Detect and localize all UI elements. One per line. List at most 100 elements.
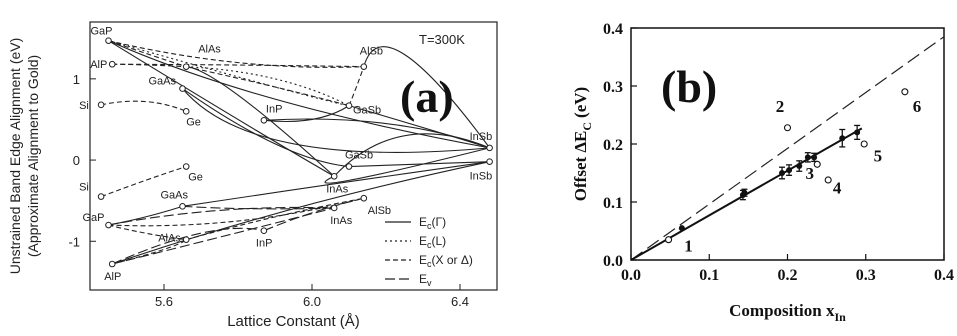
panel-a-point-label-7: Si (79, 100, 89, 112)
panel-a-point-label-1: AlAs (198, 44, 221, 56)
panel-a-point-marker-3 (360, 63, 368, 70)
panel-a-point-label-21: AlP (104, 271, 121, 283)
panel-a-point-marker-0 (105, 37, 112, 44)
panel-a-curve-longdash-29 (108, 206, 335, 226)
panel-b-y-axis-label-subscript: C (580, 122, 594, 131)
panel-a-point-marker-12 (182, 163, 190, 170)
panel-a-curve-shortdash-22 (100, 166, 187, 198)
panel-a-curves (100, 40, 491, 265)
panel-a-point-label-13: Si (79, 182, 89, 194)
panel-b-x-tick-label-1: 0.1 (699, 267, 719, 284)
panel-a-point-label-2: AlP (90, 59, 107, 71)
panel-a-y-tick-label-2: 1 (73, 72, 80, 87)
panel-a-curve-solid-7 (324, 147, 490, 184)
panel-a-point-marker-14 (486, 158, 493, 165)
panel-a-curve-shortdash-24 (186, 197, 364, 241)
panel-a-point-marker-6 (345, 102, 353, 109)
panel-a-point-label-6: GaSb (353, 105, 381, 117)
panel-a-legend-label-3: Ev (419, 272, 432, 288)
panel-b-x-tick-label-0: 0.0 (621, 267, 641, 284)
panel-a-point-marker-11 (345, 163, 353, 170)
panel-b-y-tick-label-0: 0.0 (603, 253, 623, 270)
panel-b-filled-point-0 (678, 225, 685, 232)
panel-b-open-point-4 (860, 140, 868, 148)
panel-b-number-label-0: 1 (684, 236, 693, 255)
panel-b-x-tick-label-4: 0.4 (934, 267, 954, 284)
panel-b-filled-point-4 (786, 167, 793, 174)
panel-a-point-label-9: InSb (470, 131, 493, 143)
panel-b-open-point-0 (665, 236, 673, 244)
panel-a-point-label-20: AlSb (368, 205, 391, 217)
panel-a-curve-shortdash-17 (112, 63, 364, 68)
panel-a-point-label-12: Ge (188, 172, 203, 184)
panel-a-point-marker-15 (179, 203, 186, 210)
panel-a-curve-longdash-31 (111, 227, 265, 265)
panel-a-point-marker-9 (486, 144, 493, 152)
panel-a-curve-solid-9 (363, 46, 491, 149)
panel-a-x-tick-label-1: 6.0 (303, 294, 321, 309)
panel-b-number-label-4: 5 (874, 146, 883, 165)
panel-a-point-marker-7 (97, 101, 105, 109)
panel-b-y-axis-label-unit: (eV) (571, 87, 590, 118)
panel-a-point-marker-21 (108, 260, 116, 268)
panel-a-x-tick-label-2: 6.4 (451, 294, 469, 309)
panel-b-point-numbers: 1 2 34 5 6 (684, 97, 921, 255)
panel-b-filled-point-9 (854, 129, 861, 136)
panel-a-legend-label-0: Ec(Γ) (419, 215, 446, 231)
panel-b-y-axis-label-main: Offset ΔE (571, 131, 590, 202)
panel-a-curve-shortdash-20 (348, 66, 365, 106)
panel-b-filled-point-5 (796, 163, 803, 170)
panel-a-y-axis-label-line2: (Approximate Alignment to Gold) (25, 55, 41, 257)
panel-a-point-label-14: InSb (470, 171, 493, 183)
panel-a-legend: Ec(Γ) Ec(L) Ec(X or Δ) Ev (385, 215, 473, 288)
panel-b-number-label-2: 3 (805, 164, 814, 183)
panel-a-curve-solid-3 (182, 88, 350, 168)
panel-a-curve-solid-6 (263, 105, 350, 123)
panel-b-y-tick-label-2: 0.2 (603, 137, 623, 154)
panel-a-point-marker-4 (179, 85, 186, 92)
panel-b-filled-point-2 (741, 189, 748, 196)
panel-a-plot-frame (89, 21, 498, 291)
panel-a-x-axis-label: Lattice Constant (Å) (227, 313, 360, 330)
panel-b-number-label-3: 4 (833, 178, 842, 197)
panel-a-temperature-annotation: T=300K (419, 32, 465, 47)
panel-a-curve-solid-12 (182, 161, 490, 207)
panel-a-point-marker-1 (182, 63, 190, 70)
panel-a-point-label-15: GaAs (161, 189, 189, 201)
panel-a-curve-solid-14 (348, 161, 490, 168)
panel-b-x-axis-label-main: Composition x (729, 301, 835, 320)
panel-b-x-axis-label-subscript: In (834, 310, 846, 324)
panel-a-point-marker-13 (97, 193, 105, 200)
panel-a-point-label-5: InP (266, 103, 283, 115)
panel-a-curve-solid-0 (108, 40, 335, 177)
panel-b-dashed-reference-line (630, 36, 945, 261)
panel-a-curve-shortdash-25 (108, 197, 364, 227)
panel-a-y-axis-label-line1: Unstrained Band Edge Alignment (eV) (7, 38, 23, 275)
panel-b-x-tick-label-3: 0.3 (856, 267, 876, 284)
panel-b-points (665, 88, 909, 244)
panel-a-curve-shortdash-19 (186, 66, 350, 107)
panel-b-x-axis-label: Composition xIn (729, 301, 846, 324)
panel-a-curve-solid-8 (333, 133, 490, 177)
panel-a-point-marker-16 (105, 221, 112, 229)
panel-b-filled-point-3 (779, 170, 786, 176)
panel-a-point-label-19: InAs (330, 215, 353, 227)
panel-a-point-label-16: GaP (83, 212, 105, 224)
panel-b-label: (b) (661, 61, 717, 112)
panel-a-x-tick-label-0: 5.6 (155, 294, 173, 309)
panel-a-curve-dotted-28 (186, 66, 350, 107)
panel-a-point-marker-20 (360, 194, 368, 202)
panel-a-point-label-17: AlAs (158, 233, 181, 245)
panel-b-y-tick-label-1: 0.1 (603, 195, 623, 212)
panel-a-legend-label-1: Ec(L) (419, 234, 446, 250)
panel-a-curve-longdash-33 (182, 205, 335, 210)
panel-a-curve-shortdash-21 (100, 100, 187, 112)
panel-b-open-point-2 (813, 160, 821, 168)
panel-b-open-point-1 (783, 124, 792, 132)
panel-a-point-label-18: InP (256, 238, 273, 250)
panel-a-curve-shortdash-16 (108, 40, 364, 68)
panel-a-point-label-0: GaP (91, 26, 113, 38)
panel-a-legend-label-2: Ec(X or Δ) (419, 253, 473, 269)
panel-a-point-label-4: GaAs (149, 76, 177, 88)
panel-a-point-label-8: Ge (186, 116, 201, 128)
